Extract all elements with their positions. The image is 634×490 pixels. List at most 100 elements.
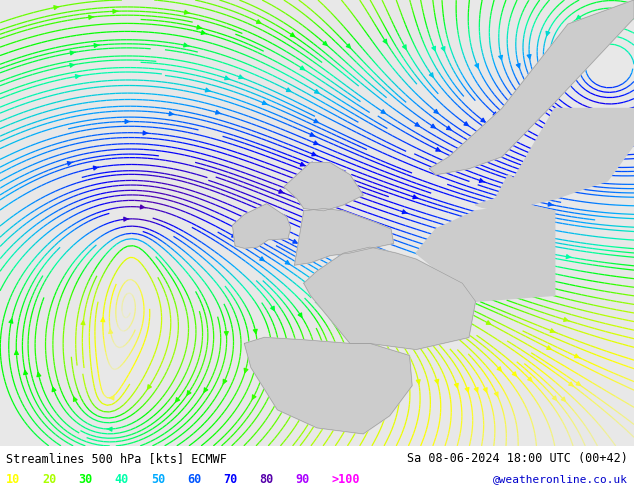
- FancyArrowPatch shape: [346, 44, 351, 48]
- FancyArrowPatch shape: [143, 131, 148, 135]
- FancyArrowPatch shape: [94, 44, 100, 48]
- Text: 50: 50: [151, 473, 165, 486]
- Polygon shape: [429, 0, 634, 175]
- Text: 10: 10: [6, 473, 20, 486]
- FancyArrowPatch shape: [324, 217, 330, 221]
- FancyArrowPatch shape: [548, 49, 552, 53]
- FancyArrowPatch shape: [312, 197, 318, 200]
- FancyArrowPatch shape: [527, 377, 532, 381]
- FancyArrowPatch shape: [301, 162, 306, 166]
- Polygon shape: [416, 205, 555, 301]
- FancyArrowPatch shape: [52, 387, 56, 392]
- Text: 80: 80: [259, 473, 273, 486]
- FancyArrowPatch shape: [231, 234, 236, 237]
- FancyArrowPatch shape: [358, 279, 362, 283]
- FancyArrowPatch shape: [108, 329, 113, 334]
- FancyArrowPatch shape: [244, 368, 248, 373]
- FancyArrowPatch shape: [271, 306, 275, 311]
- FancyArrowPatch shape: [475, 64, 479, 68]
- FancyArrowPatch shape: [465, 388, 469, 392]
- FancyArrowPatch shape: [223, 379, 227, 384]
- FancyArrowPatch shape: [310, 183, 316, 187]
- FancyArrowPatch shape: [176, 398, 179, 402]
- FancyArrowPatch shape: [353, 243, 358, 246]
- Text: 90: 90: [295, 473, 309, 486]
- FancyArrowPatch shape: [110, 396, 114, 400]
- FancyArrowPatch shape: [311, 190, 316, 194]
- FancyArrowPatch shape: [541, 77, 545, 81]
- FancyArrowPatch shape: [75, 74, 81, 78]
- FancyArrowPatch shape: [74, 397, 77, 401]
- FancyArrowPatch shape: [314, 141, 320, 145]
- FancyArrowPatch shape: [569, 55, 573, 60]
- FancyArrowPatch shape: [81, 320, 85, 325]
- FancyArrowPatch shape: [184, 10, 190, 14]
- FancyArrowPatch shape: [434, 109, 438, 113]
- FancyArrowPatch shape: [386, 368, 390, 372]
- FancyArrowPatch shape: [499, 55, 503, 60]
- FancyArrowPatch shape: [254, 329, 257, 334]
- FancyArrowPatch shape: [535, 89, 540, 93]
- FancyArrowPatch shape: [309, 206, 315, 210]
- FancyArrowPatch shape: [125, 120, 130, 123]
- FancyArrowPatch shape: [323, 383, 327, 387]
- FancyArrowPatch shape: [101, 318, 105, 322]
- FancyArrowPatch shape: [493, 112, 497, 116]
- FancyArrowPatch shape: [566, 255, 571, 259]
- FancyArrowPatch shape: [89, 15, 94, 19]
- FancyArrowPatch shape: [314, 119, 318, 122]
- Text: 20: 20: [42, 473, 56, 486]
- FancyArrowPatch shape: [204, 388, 208, 392]
- FancyArrowPatch shape: [113, 9, 118, 13]
- FancyArrowPatch shape: [429, 73, 433, 77]
- FancyArrowPatch shape: [484, 388, 487, 392]
- FancyArrowPatch shape: [285, 261, 290, 264]
- Text: >100: >100: [332, 473, 360, 486]
- FancyArrowPatch shape: [216, 110, 221, 114]
- FancyArrowPatch shape: [107, 427, 112, 431]
- FancyArrowPatch shape: [316, 232, 321, 236]
- FancyArrowPatch shape: [257, 20, 261, 23]
- FancyArrowPatch shape: [140, 205, 146, 209]
- FancyArrowPatch shape: [252, 395, 256, 399]
- FancyArrowPatch shape: [431, 124, 436, 128]
- FancyArrowPatch shape: [377, 368, 380, 372]
- FancyArrowPatch shape: [358, 382, 362, 386]
- FancyArrowPatch shape: [547, 346, 551, 349]
- FancyArrowPatch shape: [397, 287, 401, 291]
- FancyArrowPatch shape: [552, 396, 557, 400]
- FancyArrowPatch shape: [9, 319, 13, 323]
- FancyArrowPatch shape: [260, 257, 264, 261]
- FancyArrowPatch shape: [298, 313, 302, 318]
- FancyArrowPatch shape: [224, 332, 228, 336]
- FancyArrowPatch shape: [321, 245, 325, 248]
- FancyArrowPatch shape: [386, 318, 390, 322]
- FancyArrowPatch shape: [187, 391, 191, 395]
- FancyArrowPatch shape: [576, 15, 581, 19]
- FancyArrowPatch shape: [474, 388, 478, 392]
- FancyArrowPatch shape: [124, 217, 129, 221]
- FancyArrowPatch shape: [339, 366, 342, 369]
- Text: Streamlines 500 hPa [kts] ECMWF: Streamlines 500 hPa [kts] ECMWF: [6, 452, 227, 465]
- FancyArrowPatch shape: [311, 162, 316, 166]
- FancyArrowPatch shape: [184, 43, 189, 47]
- FancyArrowPatch shape: [266, 235, 270, 239]
- FancyArrowPatch shape: [148, 385, 152, 389]
- FancyArrowPatch shape: [559, 56, 563, 60]
- FancyArrowPatch shape: [290, 33, 295, 37]
- FancyArrowPatch shape: [323, 41, 327, 46]
- FancyArrowPatch shape: [239, 75, 244, 79]
- FancyArrowPatch shape: [310, 133, 316, 137]
- FancyArrowPatch shape: [54, 6, 59, 9]
- FancyArrowPatch shape: [585, 57, 588, 62]
- FancyArrowPatch shape: [576, 382, 581, 386]
- Text: 40: 40: [115, 473, 129, 486]
- FancyArrowPatch shape: [197, 25, 202, 29]
- Text: Sa 08-06-2024 18:00 UTC (00+42): Sa 08-06-2024 18:00 UTC (00+42): [407, 452, 628, 465]
- FancyArrowPatch shape: [527, 54, 531, 59]
- FancyArrowPatch shape: [383, 39, 387, 44]
- FancyArrowPatch shape: [402, 210, 408, 214]
- FancyArrowPatch shape: [511, 104, 515, 108]
- FancyArrowPatch shape: [279, 190, 285, 193]
- FancyArrowPatch shape: [314, 90, 319, 93]
